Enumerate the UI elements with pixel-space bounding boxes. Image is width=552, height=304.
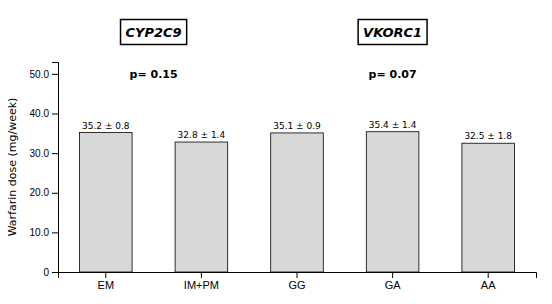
x-tick-label: EM (98, 279, 115, 291)
x-tick: AA (481, 272, 496, 291)
bar (462, 143, 515, 272)
bar (366, 132, 419, 272)
y-tick-label: 20.0 (30, 187, 50, 198)
y-tick: 40.0 (30, 108, 58, 119)
y-tick-label: 0 (43, 267, 49, 278)
p-value: p= 0.07 (369, 68, 417, 81)
y-tick-label: 10.0 (30, 227, 50, 238)
value-label: 32.8 ± 1.4 (178, 130, 226, 140)
x-tick-label: GG (288, 279, 305, 291)
value-label: 32.5 ± 1.8 (464, 131, 512, 141)
group-label-text: VKORC1 (363, 25, 422, 40)
y-tick: 30.0 (30, 148, 58, 159)
chart: 0 10.0 20.0 30.0 40.0 50.0 EM IM+PM GG GA AA Warfar… (0, 0, 552, 304)
group-label-text: CYP2C9 (126, 25, 182, 40)
y-tick: 20.0 (30, 187, 58, 198)
group-label: CYP2C9 (121, 20, 187, 45)
y-tick-mark (52, 74, 58, 75)
x-tick-mark (488, 272, 489, 278)
y-tick-mark (52, 232, 58, 233)
p-value: p= 0.15 (130, 68, 178, 81)
bar (175, 142, 228, 272)
x-tick: GG (288, 272, 305, 291)
y-tick-label: 40.0 (30, 108, 50, 119)
x-tick-label: GA (385, 279, 402, 291)
x-axis: EM IM+PM GG GA AA (59, 272, 537, 291)
x-tick-mark (105, 272, 106, 278)
group-label: VKORC1 (358, 20, 427, 45)
y-tick-label: 30.0 (30, 148, 50, 159)
group-box (121, 20, 187, 45)
bar (271, 133, 324, 272)
y-tick: 50.0 (30, 69, 58, 80)
y-tick-mark (52, 272, 58, 273)
x-axis-line (59, 273, 537, 279)
value-label: 35.1 ± 0.9 (273, 121, 321, 131)
y-tick-mark (52, 193, 58, 194)
y-tick-mark (52, 114, 58, 115)
x-tick-mark (392, 272, 393, 278)
x-tick: EM (98, 272, 115, 291)
value-label: 35.2 ± 0.8 (82, 121, 130, 131)
bars (80, 132, 515, 272)
y-tick-mark (52, 153, 58, 154)
value-labels: 35.2 ± 0.8 32.8 ± 1.4 35.1 ± 0.9 35.4 ± 1.4… (82, 120, 512, 141)
y-axis-title: Warfarin dose (mg/week) (6, 98, 19, 237)
x-tick: IM+PM (184, 272, 219, 291)
x-tick-label: IM+PM (184, 279, 219, 291)
annotations: CYP2C9 VKORC1 p= 0.15 p= 0.07 (121, 20, 428, 81)
x-tick-mark (297, 272, 298, 278)
bar (80, 133, 133, 272)
y-tick-label: 50.0 (30, 69, 50, 80)
value-label: 35.4 ± 1.4 (369, 120, 417, 130)
x-tick-mark (201, 272, 202, 278)
group-box (358, 20, 427, 45)
y-axis: 0 10.0 20.0 30.0 40.0 50.0 (30, 63, 59, 278)
y-tick: 0 (43, 267, 58, 278)
y-tick: 10.0 (30, 227, 58, 238)
y-axis-line (52, 63, 59, 273)
x-tick: GA (385, 272, 402, 291)
x-tick-label: AA (481, 279, 496, 291)
